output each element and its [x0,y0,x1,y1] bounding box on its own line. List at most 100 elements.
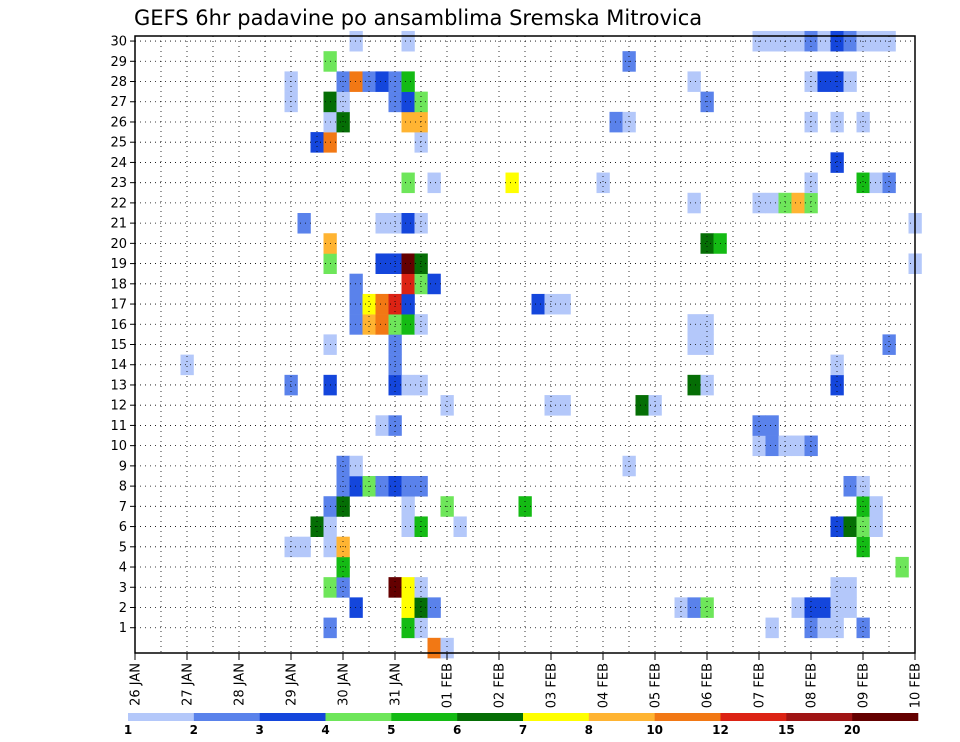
colorbar-segment [391,713,458,721]
heatmap-cell [791,597,805,618]
heatmap-cell [349,597,363,618]
heatmap-cell [830,617,844,639]
heatmap-cell [765,617,779,639]
colorbar-label: 15 [778,723,795,737]
y-tick-label: 18 [110,277,127,292]
heatmap-cell [622,111,636,133]
heatmap-cell [830,577,844,598]
x-tick-label: 09 FEB [857,663,872,708]
heatmap-cell [700,374,714,396]
heatmap-cell [687,192,701,214]
heatmap-cell [414,374,428,396]
y-tick-label: 21 [110,217,127,232]
x-tick-label: 31 JAN [389,663,404,706]
x-tick-label: 29 JAN [285,663,300,706]
heatmap-cell [752,192,766,214]
heatmap-cell [375,213,389,234]
heatmap-cell [414,213,428,234]
heatmap-cell [401,71,415,92]
colorbar-segment [128,713,195,721]
y-tick-label: 3 [119,581,127,596]
heatmap-cell [401,273,415,295]
colorbar-label: 4 [321,723,329,737]
y-tick-label: 29 [110,55,127,70]
heatmap-cell [856,617,870,639]
heatmap-cell [401,172,415,194]
grid-layer [134,36,916,653]
heatmap-cell [414,314,428,335]
x-tick-label: 07 FEB [753,663,768,708]
heatmap-cell [544,293,558,315]
heatmap-cell [804,597,818,618]
heatmap-cell [752,435,766,457]
heatmap-cell [401,597,415,618]
colorbar-segment [193,713,260,721]
colorbar: 1 2 3 4 5 6 7 8 10 12 15 20 [124,713,919,737]
y-tick-label: 16 [110,318,127,333]
heatmap-cell [687,71,701,92]
heatmap-cell [752,415,766,436]
heatmap-cell [180,354,194,376]
y-tick-label: 4 [119,561,127,576]
heatmap-cell [336,577,350,598]
colorbar-label: 10 [646,723,663,737]
heatmap-cell [687,334,701,355]
heatmap-cell [830,152,844,173]
heatmap-cell [635,395,649,416]
heatmap-cell [310,132,324,153]
heatmap-cell [882,172,896,194]
x-tick-label: 03 FEB [545,663,560,708]
x-tick-label: 26 JAN [129,663,144,706]
heatmap-cell [674,597,688,618]
y-tick-label: 5 [119,540,127,555]
colorbar-segment [523,713,590,721]
y-tick-label: 1 [119,621,127,636]
heatmap-cell [700,233,714,254]
heatmap-cell [336,111,350,133]
heatmap-cell [401,617,415,639]
heatmap-cell [765,192,779,214]
colorbar-segment [852,713,919,721]
heatmap-cell [817,617,831,639]
y-tick-label: 25 [110,136,127,151]
heatmap-cell [791,30,805,52]
heatmap-cell [856,172,870,194]
heatmap-cell [375,253,389,274]
heatmap-cell [427,637,441,659]
heatmap-cell [804,435,818,457]
colorbar-segment [588,713,655,721]
heatmap-cell [869,172,883,194]
colorbar-label: 20 [844,723,861,737]
colorbar-segment [259,713,326,721]
heatmap-cell [401,111,415,133]
heatmap-cell [349,273,363,295]
heatmap-cell [414,617,428,639]
ticks-layer: 1234567891011121314151617181920212223242… [110,35,923,709]
colorbar-label: 5 [387,723,395,737]
heatmap-cell [765,415,779,436]
colorbar-label: 7 [519,723,527,737]
x-tick-label: 04 FEB [597,663,612,708]
heatmap-cell [895,556,909,578]
heatmap-cell [401,253,415,274]
heatmap-cell [349,71,363,92]
y-tick-label: 22 [110,196,127,211]
y-tick-label: 8 [119,480,127,495]
heatmap-cell [362,314,376,335]
heatmap-cell [297,536,311,558]
heatmap-cell [804,111,818,133]
colorbar-label: 12 [712,723,729,737]
heatmap-cell [401,577,415,598]
y-tick-label: 15 [110,338,127,353]
y-tick-label: 28 [110,75,127,90]
heatmap-cell [557,395,571,416]
heatmap-cell [375,475,389,497]
y-tick-label: 26 [110,115,127,130]
x-tick-label: 08 FEB [805,663,820,708]
heatmap-cell [830,111,844,133]
heatmap-cell [336,556,350,578]
heatmap-cell [401,213,415,234]
heatmap-cell [362,293,376,315]
heatmap-cell [427,172,441,194]
